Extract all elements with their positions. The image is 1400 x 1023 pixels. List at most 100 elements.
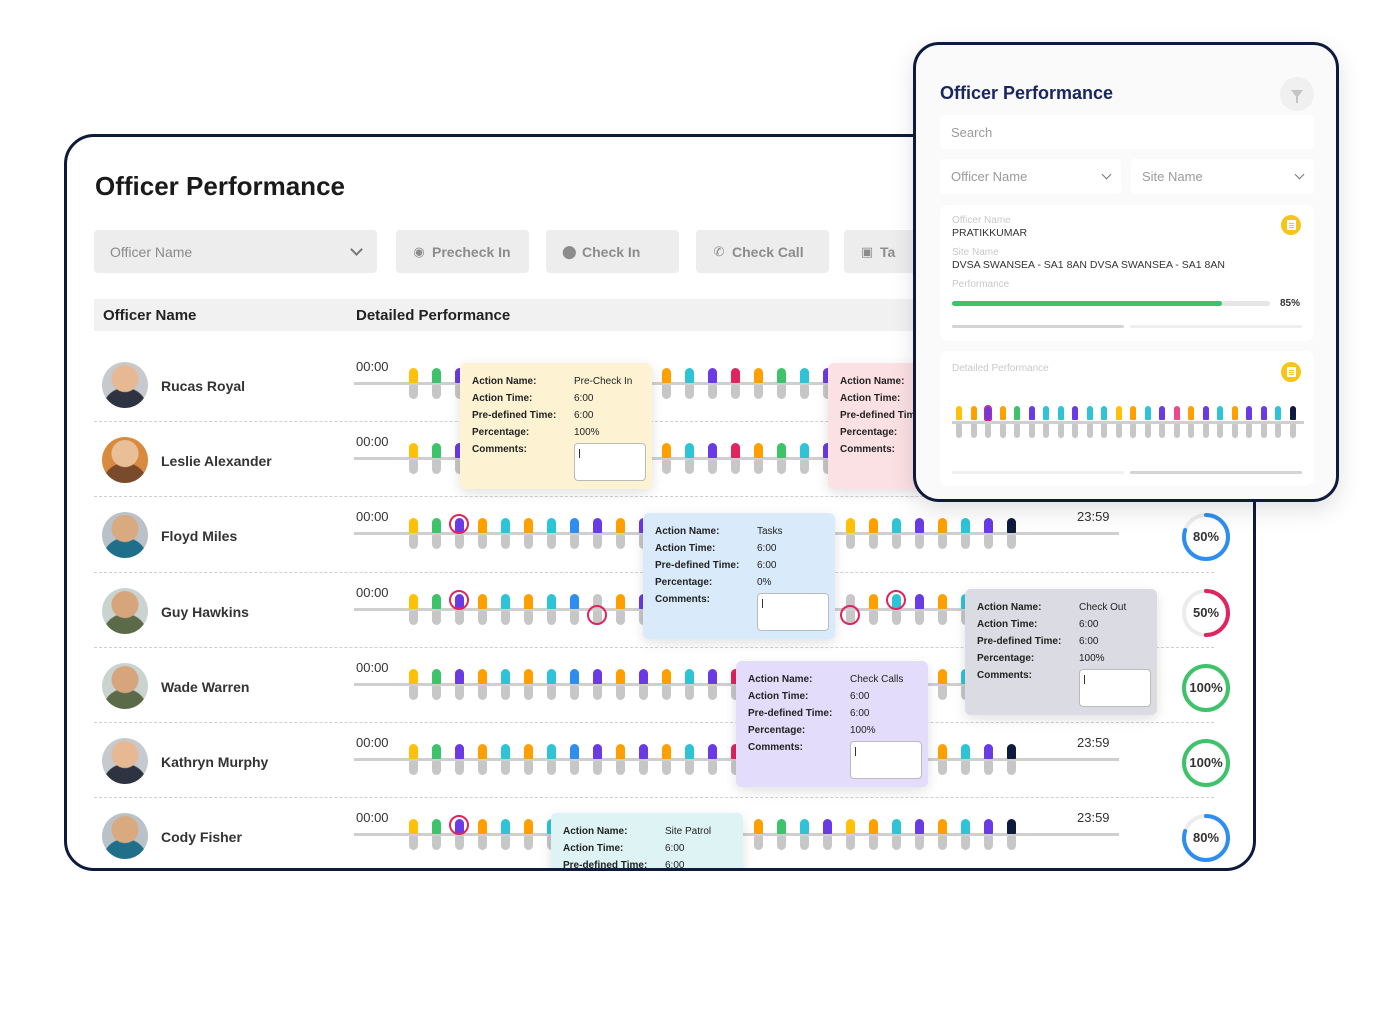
timeline-action-marker[interactable]	[639, 669, 648, 684]
timeline-action-marker[interactable]	[662, 744, 671, 759]
timeline-action-marker[interactable]	[501, 744, 510, 759]
timeline-action-marker[interactable]	[478, 518, 487, 533]
timeline-action-marker[interactable]	[938, 744, 947, 759]
timeline-action-marker[interactable]	[432, 669, 441, 684]
timeline-action-marker[interactable]	[616, 594, 625, 609]
timeline-action-marker[interactable]	[777, 443, 786, 458]
scrollbar-thumb[interactable]	[1130, 471, 1302, 474]
timeline-action-marker[interactable]	[432, 594, 441, 609]
timeline-action-marker[interactable]	[685, 368, 694, 383]
timeline-action-marker[interactable]	[1007, 744, 1016, 759]
timeline-action-marker[interactable]	[731, 669, 740, 684]
precheck-in-filter-button[interactable]: ◉ Precheck In	[396, 230, 529, 273]
timeline-action-marker[interactable]	[501, 669, 510, 684]
timeline-action-marker[interactable]	[708, 368, 717, 383]
timeline-action-marker[interactable]	[938, 518, 947, 533]
mini-action-marker[interactable]	[1289, 406, 1296, 420]
timeline-action-marker[interactable]	[777, 368, 786, 383]
timeline-action-marker[interactable]	[547, 518, 556, 533]
timeline-action-marker[interactable]	[961, 744, 970, 759]
timeline-action-marker[interactable]	[455, 669, 464, 684]
timeline-action-marker[interactable]	[754, 819, 763, 834]
notes-icon[interactable]	[1281, 362, 1301, 382]
mini-action-marker[interactable]	[1231, 406, 1238, 420]
timeline-action-marker[interactable]	[639, 744, 648, 759]
mini-action-marker[interactable]	[1028, 406, 1035, 420]
search-input[interactable]: Search	[940, 115, 1314, 149]
timeline-action-marker[interactable]	[869, 518, 878, 533]
timeline-action-marker[interactable]	[501, 594, 510, 609]
timeline-action-marker[interactable]	[593, 744, 602, 759]
timeline-action-marker[interactable]	[455, 368, 464, 383]
check-call-filter-button[interactable]: ✆ Check Call	[696, 230, 829, 273]
timeline-action-marker[interactable]	[432, 368, 441, 383]
timeline-action-marker[interactable]	[915, 819, 924, 834]
timeline-action-marker[interactable]	[708, 744, 717, 759]
comment-input[interactable]	[850, 741, 922, 779]
timeline-action-marker[interactable]	[915, 518, 924, 533]
timeline-action-marker[interactable]	[409, 669, 418, 684]
timeline-action-marker[interactable]	[754, 443, 763, 458]
timeline-action-marker[interactable]	[432, 744, 441, 759]
scrollbar-thumb[interactable]	[952, 325, 1124, 328]
mini-action-marker[interactable]	[999, 406, 1006, 420]
timeline-action-marker[interactable]	[570, 594, 579, 609]
tasks-filter-button[interactable]: ▣ Ta	[844, 230, 924, 273]
timeline-action-marker[interactable]	[984, 744, 993, 759]
timeline-action-marker[interactable]	[800, 368, 809, 383]
filter-button[interactable]	[1280, 77, 1314, 111]
timeline-action-marker[interactable]	[409, 443, 418, 458]
timeline-action-marker[interactable]	[938, 819, 947, 834]
timeline-action-marker[interactable]	[616, 669, 625, 684]
timeline-action-marker[interactable]	[731, 443, 740, 458]
timeline-action-marker[interactable]	[432, 443, 441, 458]
timeline-action-marker[interactable]	[1007, 819, 1016, 834]
table-row[interactable]: Guy Hawkins 00:00 50%	[94, 575, 1253, 650]
timeline-action-marker[interactable]	[846, 594, 855, 609]
timeline-action-marker[interactable]	[731, 744, 740, 759]
timeline-action-marker[interactable]	[409, 819, 418, 834]
timeline-action-marker[interactable]	[570, 744, 579, 759]
panel-site-name-select[interactable]: Site Name	[1131, 159, 1314, 194]
timeline-action-marker[interactable]	[823, 819, 832, 834]
timeline-action-marker[interactable]	[432, 819, 441, 834]
timeline-action-marker[interactable]	[478, 669, 487, 684]
mini-action-marker[interactable]	[1086, 406, 1093, 420]
mini-action-marker[interactable]	[1072, 406, 1078, 420]
table-row[interactable]: Kathryn Murphy 00:00 23:59 100%	[94, 725, 1253, 800]
timeline-action-marker[interactable]	[708, 443, 717, 458]
timeline-action-marker[interactable]	[662, 443, 671, 458]
comment-input[interactable]	[1079, 669, 1151, 707]
mini-action-marker[interactable]	[1101, 406, 1107, 420]
timeline-action-marker[interactable]	[892, 819, 901, 834]
mini-action-marker[interactable]	[1014, 406, 1020, 420]
timeline-action-marker[interactable]	[869, 594, 878, 609]
mini-action-marker[interactable]	[1115, 406, 1122, 420]
timeline-action-marker[interactable]	[524, 669, 533, 684]
timeline-action-marker[interactable]	[501, 819, 510, 834]
timeline-action-marker[interactable]	[662, 368, 671, 383]
timeline-action-marker[interactable]	[409, 368, 418, 383]
timeline-action-marker[interactable]	[593, 518, 602, 533]
mini-action-marker[interactable]	[1130, 406, 1136, 420]
timeline-action-marker[interactable]	[777, 819, 786, 834]
mini-action-marker[interactable]	[984, 405, 992, 421]
timeline-action-marker[interactable]	[800, 819, 809, 834]
comment-input[interactable]	[757, 593, 829, 631]
timeline-action-marker[interactable]	[662, 669, 671, 684]
timeline-action-marker[interactable]	[754, 368, 763, 383]
timeline-action-marker[interactable]	[616, 744, 625, 759]
timeline-action-marker[interactable]	[800, 443, 809, 458]
mini-action-marker[interactable]	[1260, 406, 1267, 420]
timeline-action-marker[interactable]	[524, 594, 533, 609]
mini-action-marker[interactable]	[1202, 406, 1209, 420]
mini-action-marker[interactable]	[1057, 406, 1064, 420]
timeline-action-marker[interactable]	[432, 518, 441, 533]
timeline-action-marker[interactable]	[846, 518, 855, 533]
mini-action-marker[interactable]	[1217, 406, 1223, 420]
timeline-action-marker[interactable]	[409, 744, 418, 759]
timeline-action-marker[interactable]	[938, 594, 947, 609]
timeline-action-marker[interactable]	[616, 518, 625, 533]
timeline-action-marker[interactable]	[570, 518, 579, 533]
timeline-action-marker[interactable]	[570, 669, 579, 684]
